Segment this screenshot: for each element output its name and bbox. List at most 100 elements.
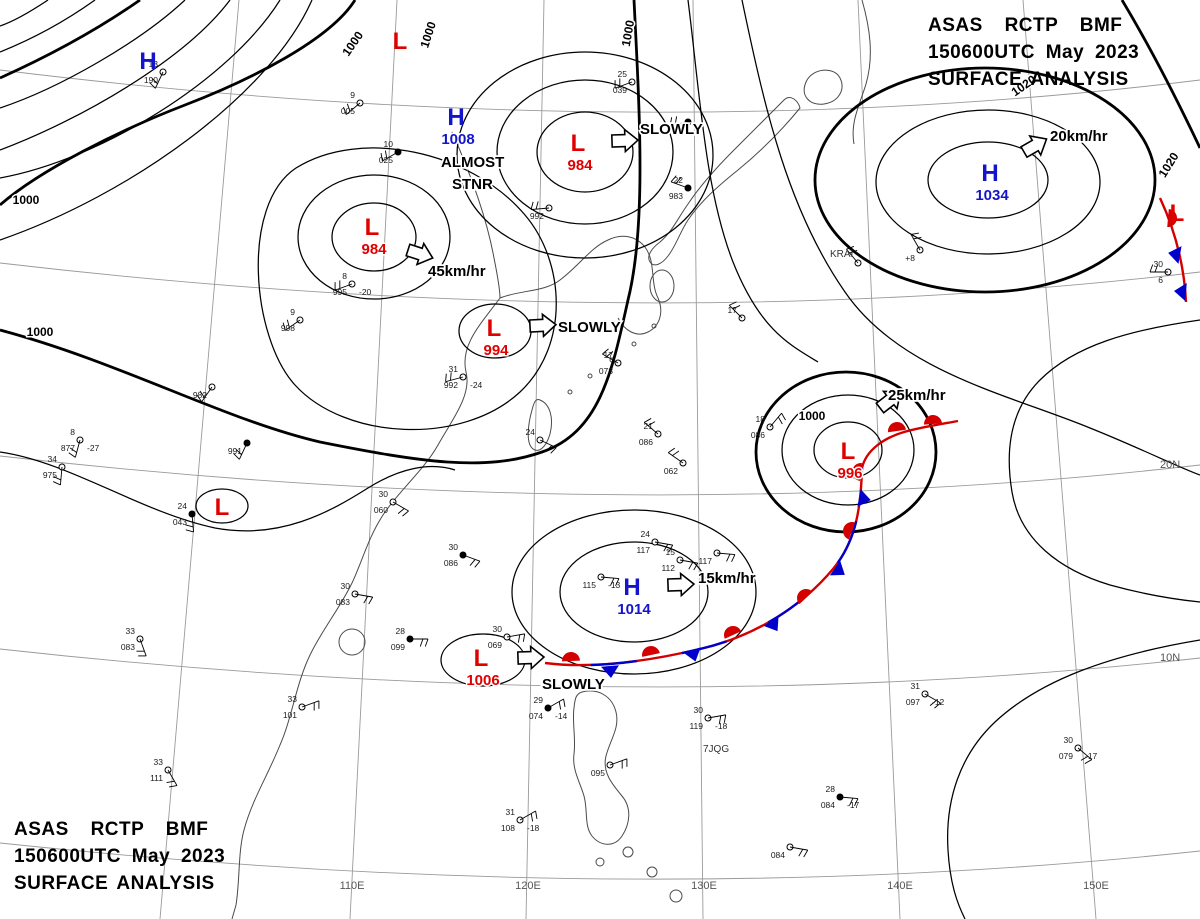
wind-barb-tick bbox=[563, 698, 566, 707]
wind-barb-tick bbox=[397, 508, 405, 514]
station-lower-value: 079 bbox=[1059, 751, 1073, 761]
wind-barb-shaft bbox=[667, 452, 684, 464]
pressure-center-value: 984 bbox=[361, 241, 387, 258]
isobar bbox=[331, 202, 417, 272]
isobar-label: 1000 bbox=[799, 409, 826, 423]
station-id: KRAI bbox=[830, 249, 853, 260]
wind-barb-tick bbox=[668, 544, 674, 553]
movement-annotation: SLOWLY bbox=[528, 312, 623, 339]
station-lower-value: 119 bbox=[689, 721, 703, 731]
station-lower-value: 108 bbox=[501, 823, 515, 833]
wind-barb-tick bbox=[282, 322, 286, 331]
wind-barb-shaft bbox=[654, 541, 673, 546]
wind-barb-tick bbox=[343, 106, 347, 115]
isobar bbox=[0, 0, 49, 27]
movement-annotation: SLOWLY bbox=[516, 644, 607, 695]
wind-barb-tick bbox=[419, 638, 424, 647]
station-plot: 24 117 bbox=[636, 529, 674, 555]
station-lower-value: 086 bbox=[444, 558, 458, 568]
parallel-line bbox=[0, 262, 1200, 304]
pressure-center-symbol: H bbox=[139, 48, 156, 75]
station-lower-value: 101 bbox=[283, 710, 297, 720]
wind-barb-tick bbox=[384, 150, 388, 159]
cold-front-symbol bbox=[601, 665, 619, 678]
wind-barb-tick bbox=[670, 175, 677, 183]
longitude-label: 130E bbox=[691, 880, 717, 892]
isobar-1000 bbox=[0, 0, 357, 207]
wind-barb-tick bbox=[558, 701, 562, 710]
station-upper-value: 30 bbox=[341, 581, 351, 591]
pressure-center-symbol: L bbox=[474, 645, 489, 672]
wind-barb-shaft bbox=[679, 559, 698, 564]
china-vietnam-coast bbox=[231, 131, 501, 919]
isobar-1000 bbox=[754, 370, 938, 534]
cold-front-symbol bbox=[829, 560, 845, 576]
wind-barb-tick bbox=[346, 103, 351, 112]
wind-barb-tick bbox=[929, 700, 937, 706]
station-plot: 28 099 bbox=[391, 626, 429, 652]
station-plot: 8 995 -20 bbox=[333, 271, 372, 297]
station-plot: 9 998 bbox=[281, 307, 304, 333]
station-lower-value: 039 bbox=[613, 85, 627, 95]
station-lower-value: 117 bbox=[636, 545, 650, 555]
station-plot: 33 111 bbox=[150, 757, 178, 788]
station-upper-value: 8 bbox=[342, 271, 347, 281]
wind-barb-tick bbox=[1154, 264, 1159, 273]
wind-barb-tick bbox=[718, 715, 722, 724]
station-lower-value: 6 bbox=[1158, 275, 1163, 285]
station-lower-value: 998 bbox=[281, 323, 295, 333]
station-lower-value: 086 bbox=[751, 430, 765, 440]
pressure-center-symbol: L bbox=[393, 28, 408, 55]
parallel-line bbox=[0, 842, 1200, 880]
wind-barb-tick bbox=[530, 813, 534, 822]
isobar bbox=[297, 174, 451, 300]
wind-barb-tick bbox=[669, 117, 673, 126]
station-lower-value: 043 bbox=[173, 517, 187, 527]
wind-barb-tick bbox=[732, 305, 741, 310]
wind-barb-tick bbox=[910, 232, 919, 235]
station-right-value: -13 bbox=[608, 580, 621, 590]
station-lower-value: 983 bbox=[669, 191, 683, 201]
wind-barb-tick bbox=[602, 348, 609, 355]
station-lower-value: 117 bbox=[698, 556, 712, 566]
station-upper-value: 22 bbox=[674, 175, 684, 185]
pressure-center-symbol: L bbox=[841, 438, 856, 465]
station-plot: 10 025 bbox=[379, 139, 402, 165]
station-upper-value: 24 bbox=[526, 427, 536, 437]
pressure-center-symbol: L bbox=[571, 130, 586, 157]
wind-barb-shaft bbox=[924, 693, 941, 704]
wind-barb-tick bbox=[846, 246, 855, 250]
station-plot: 30 060 bbox=[374, 489, 409, 517]
pressure-center-symbol: H bbox=[447, 104, 464, 131]
chart-type: SURFACE ANALYSIS bbox=[928, 69, 1129, 90]
wind-barb-shaft bbox=[167, 769, 178, 786]
isobar bbox=[0, 451, 456, 532]
station-plot: 29 074 -14 bbox=[529, 695, 568, 721]
pressure-center-symbol: L bbox=[215, 494, 230, 521]
wind-barb-shaft bbox=[839, 796, 858, 800]
station-upper-value: 31 bbox=[911, 681, 921, 691]
wind-barb-tick bbox=[1084, 759, 1093, 764]
warm-front-symbol bbox=[924, 415, 942, 425]
pressure-center-L: L bbox=[393, 28, 408, 55]
station-lower-value: 975 bbox=[43, 470, 57, 480]
wind-barb-shaft bbox=[910, 234, 921, 251]
wind-barb-tick bbox=[606, 351, 614, 357]
wind-barb-shaft bbox=[614, 81, 633, 89]
movement-label: 20km/hr bbox=[1050, 128, 1108, 145]
isobar bbox=[0, 0, 96, 53]
station-plot: 21 086 bbox=[639, 418, 662, 447]
wind-barb-tick bbox=[615, 578, 620, 587]
station-plot: 24 bbox=[526, 427, 557, 454]
parallel-line bbox=[0, 648, 1200, 688]
isobar-1000 bbox=[0, 0, 642, 465]
station-lower-value: 995 bbox=[333, 287, 347, 297]
station-plot: 30 086 bbox=[444, 542, 481, 568]
station-upper-value: 30 bbox=[1064, 735, 1074, 745]
visayas-island bbox=[622, 846, 634, 858]
wind-barb-tick bbox=[522, 633, 526, 642]
